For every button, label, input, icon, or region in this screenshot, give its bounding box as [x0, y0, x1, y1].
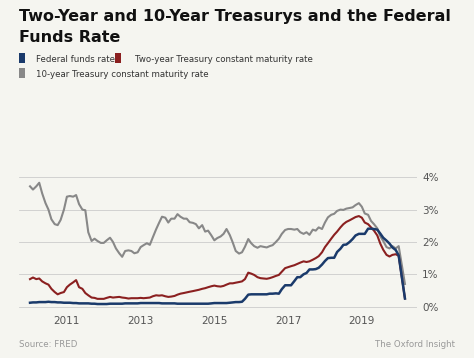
Text: The Oxford Insight: The Oxford Insight — [375, 340, 455, 349]
Text: 10-year Treasury constant maturity rate: 10-year Treasury constant maturity rate — [36, 69, 208, 79]
Text: Two-Year and 10-Year Treasurys and the Federal: Two-Year and 10-Year Treasurys and the F… — [19, 9, 451, 24]
Text: Source: FRED: Source: FRED — [19, 340, 77, 349]
Text: Two-year Treasury constant maturity rate: Two-year Treasury constant maturity rate — [135, 54, 313, 64]
Text: Federal funds rate: Federal funds rate — [36, 54, 115, 64]
Text: Funds Rate: Funds Rate — [19, 30, 120, 45]
